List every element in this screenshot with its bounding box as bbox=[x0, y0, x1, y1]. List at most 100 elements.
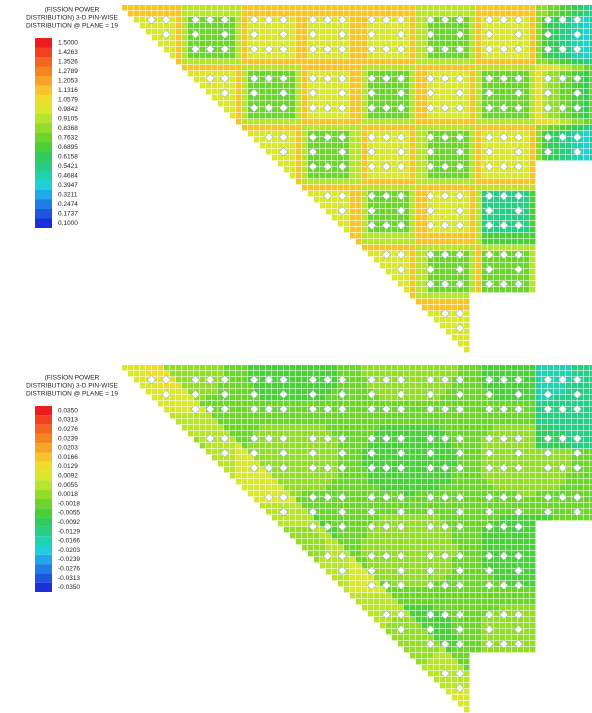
pin-cell bbox=[476, 401, 481, 406]
pin-cell bbox=[368, 479, 373, 484]
pin-cell bbox=[152, 23, 157, 28]
pin-cell bbox=[290, 65, 295, 70]
pin-cell bbox=[284, 413, 289, 418]
pin-cell bbox=[236, 425, 241, 430]
pin-cell bbox=[446, 35, 451, 40]
pin-cell bbox=[188, 419, 193, 424]
pin-cell bbox=[290, 23, 295, 28]
pin-cell bbox=[290, 149, 295, 154]
pin-cell bbox=[428, 5, 433, 10]
pin-cell bbox=[242, 479, 247, 484]
legend-label: 0.6895 bbox=[58, 144, 78, 151]
pin-cell bbox=[296, 5, 301, 10]
pin-cell bbox=[302, 101, 307, 106]
pin-cell bbox=[284, 401, 289, 406]
pin-cell bbox=[374, 173, 379, 178]
pin-cell bbox=[320, 461, 325, 466]
pin-cell bbox=[452, 131, 457, 136]
pin-cell bbox=[254, 5, 259, 10]
pin-cell bbox=[482, 245, 487, 250]
pin-cell bbox=[344, 59, 349, 64]
pin-cell bbox=[572, 473, 577, 478]
pin-cell bbox=[236, 419, 241, 424]
pin-cell bbox=[566, 5, 571, 10]
pin-cell bbox=[380, 413, 385, 418]
pin-cell bbox=[470, 497, 475, 502]
pin-cell bbox=[332, 167, 337, 172]
pin-cell bbox=[416, 89, 421, 94]
pin-cell bbox=[362, 77, 367, 82]
pin-cell bbox=[476, 419, 481, 424]
pin-cell bbox=[482, 503, 487, 508]
pin-cell bbox=[452, 101, 457, 106]
pin-cell bbox=[146, 371, 151, 376]
pin-cell bbox=[230, 95, 235, 100]
pin-cell bbox=[230, 71, 235, 76]
pin-cell bbox=[224, 59, 229, 64]
pin-cell bbox=[350, 47, 355, 52]
pin-cell bbox=[344, 371, 349, 376]
pin-cell bbox=[404, 161, 409, 166]
pin-cell bbox=[416, 407, 421, 412]
pin-cell bbox=[410, 125, 415, 130]
legend-label: 0.6158 bbox=[58, 153, 78, 160]
pin-cell bbox=[290, 167, 295, 172]
pin-cell bbox=[296, 371, 301, 376]
pin-cell bbox=[530, 125, 535, 130]
pin-cell bbox=[494, 251, 499, 256]
pin-cell bbox=[536, 515, 541, 520]
pin-cell bbox=[470, 119, 475, 124]
pin-cell bbox=[182, 419, 187, 424]
pin-cell bbox=[332, 53, 337, 58]
pin-cell bbox=[230, 11, 235, 16]
pin-cell bbox=[368, 365, 373, 370]
pin-cell bbox=[146, 11, 151, 16]
pin-cell bbox=[320, 401, 325, 406]
pin-cell bbox=[200, 425, 205, 430]
pin-cell bbox=[332, 527, 337, 532]
pin-cell bbox=[416, 269, 421, 274]
pin-cell bbox=[530, 401, 535, 406]
pin-cell bbox=[500, 53, 505, 58]
pin-cell bbox=[464, 479, 469, 484]
pin-cell bbox=[452, 485, 457, 490]
pin-cell bbox=[530, 167, 535, 172]
pin-cell bbox=[230, 413, 235, 418]
legend-swatch bbox=[35, 209, 52, 219]
pin-cell bbox=[548, 59, 553, 64]
pin-cell bbox=[386, 65, 391, 70]
pin-cell bbox=[326, 11, 331, 16]
pin-cell bbox=[188, 65, 193, 70]
pin-cell bbox=[350, 401, 355, 406]
pin-cell bbox=[302, 413, 307, 418]
pin-cell bbox=[188, 365, 193, 370]
pin-cell bbox=[200, 5, 205, 10]
pin-cell bbox=[464, 575, 469, 580]
pin-cell bbox=[392, 419, 397, 424]
pin-cell bbox=[152, 365, 157, 370]
pin-cell bbox=[380, 83, 385, 88]
pin-cell bbox=[404, 395, 409, 400]
pin-cell bbox=[476, 281, 481, 286]
pin-cell bbox=[578, 53, 583, 58]
pin-cell bbox=[242, 377, 247, 382]
pin-cell bbox=[512, 257, 517, 262]
pin-cell bbox=[452, 185, 457, 190]
pin-cell bbox=[350, 5, 355, 10]
pin-cell bbox=[332, 443, 337, 448]
pin-cell bbox=[530, 497, 535, 502]
pin-cell bbox=[278, 383, 283, 388]
pin-cell bbox=[332, 59, 337, 64]
pin-cell bbox=[500, 515, 505, 520]
pin-cell bbox=[356, 137, 361, 142]
pin-cell bbox=[260, 35, 265, 40]
legend-swatch bbox=[35, 564, 52, 573]
pin-cell bbox=[320, 485, 325, 490]
pin-cell bbox=[302, 503, 307, 508]
pin-cell bbox=[404, 59, 409, 64]
pin-cell bbox=[536, 395, 541, 400]
pin-cell bbox=[530, 233, 535, 238]
pin-cell bbox=[476, 41, 481, 46]
pin-cell bbox=[212, 371, 217, 376]
pin-cell bbox=[554, 131, 559, 136]
